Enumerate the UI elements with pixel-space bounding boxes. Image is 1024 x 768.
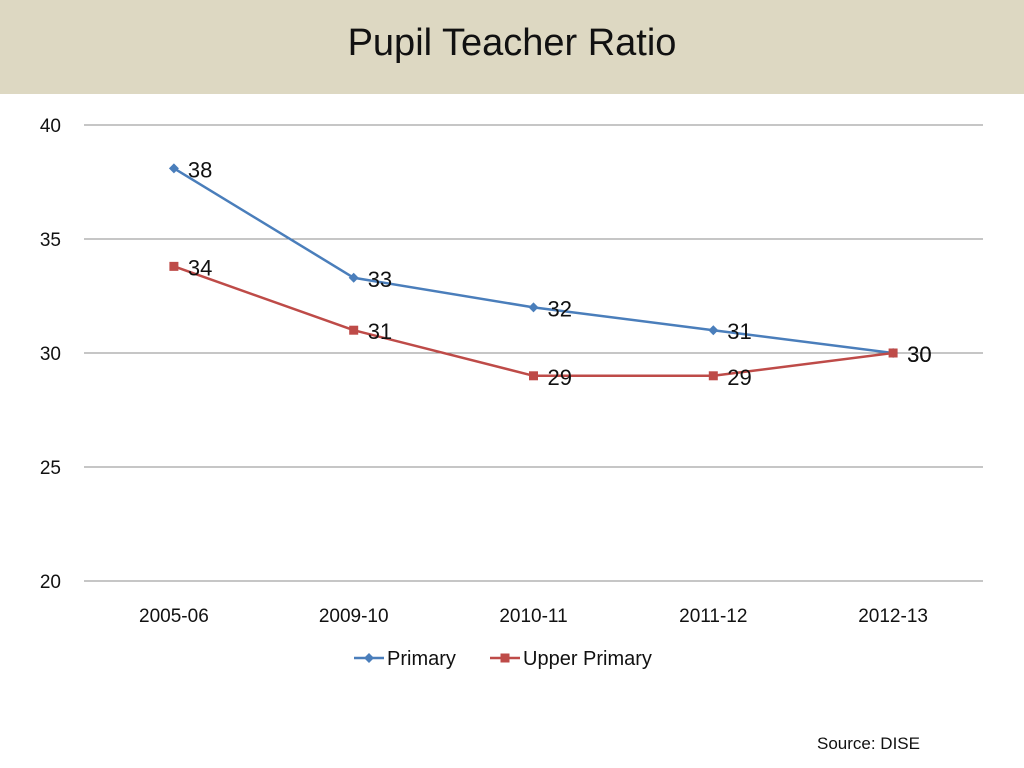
data-point: [708, 371, 718, 381]
y-tick-label: 40: [40, 116, 61, 137]
data-label: 38: [188, 157, 212, 182]
series-line-1: [173, 265, 894, 378]
source-note: Source: DISE: [817, 734, 920, 753]
legend-label: Primary: [387, 648, 456, 670]
data-label: 30: [907, 342, 931, 367]
data-label: 33: [368, 267, 392, 292]
x-tick-label: 2011-12: [679, 606, 747, 627]
legend-marker: [364, 653, 374, 663]
x-tick-label: 2005-06: [139, 606, 209, 627]
x-tick-label: 2010-11: [499, 606, 567, 627]
x-tick-label: 2009-10: [319, 606, 389, 627]
data-point: [169, 261, 179, 271]
data-point: [529, 371, 538, 381]
y-tick-label: 35: [40, 230, 61, 251]
data-label: 29: [727, 365, 751, 390]
data-label: 34: [188, 255, 212, 280]
legend-marker: [500, 653, 510, 663]
data-point: [528, 302, 539, 313]
title-bar: [0, 0, 1024, 94]
legend-label: Upper Primary: [523, 648, 652, 670]
y-tick-label: 30: [40, 344, 61, 365]
series-line-0: [173, 167, 894, 355]
data-point: [349, 325, 359, 335]
page-title: Pupil Teacher Ratio: [347, 22, 677, 64]
data-label: 29: [548, 365, 572, 390]
y-tick-label: 25: [40, 458, 61, 479]
data-label: 32: [548, 296, 572, 321]
data-label: 31: [727, 319, 751, 344]
data-label: 31: [368, 319, 392, 344]
data-label: 30: [907, 342, 931, 367]
data-point: [708, 325, 719, 336]
data-point: [888, 348, 898, 358]
data-point: [348, 272, 359, 283]
data-point: [168, 163, 179, 174]
y-tick-label: 20: [40, 572, 61, 593]
x-tick-label: 2012-13: [858, 606, 928, 627]
